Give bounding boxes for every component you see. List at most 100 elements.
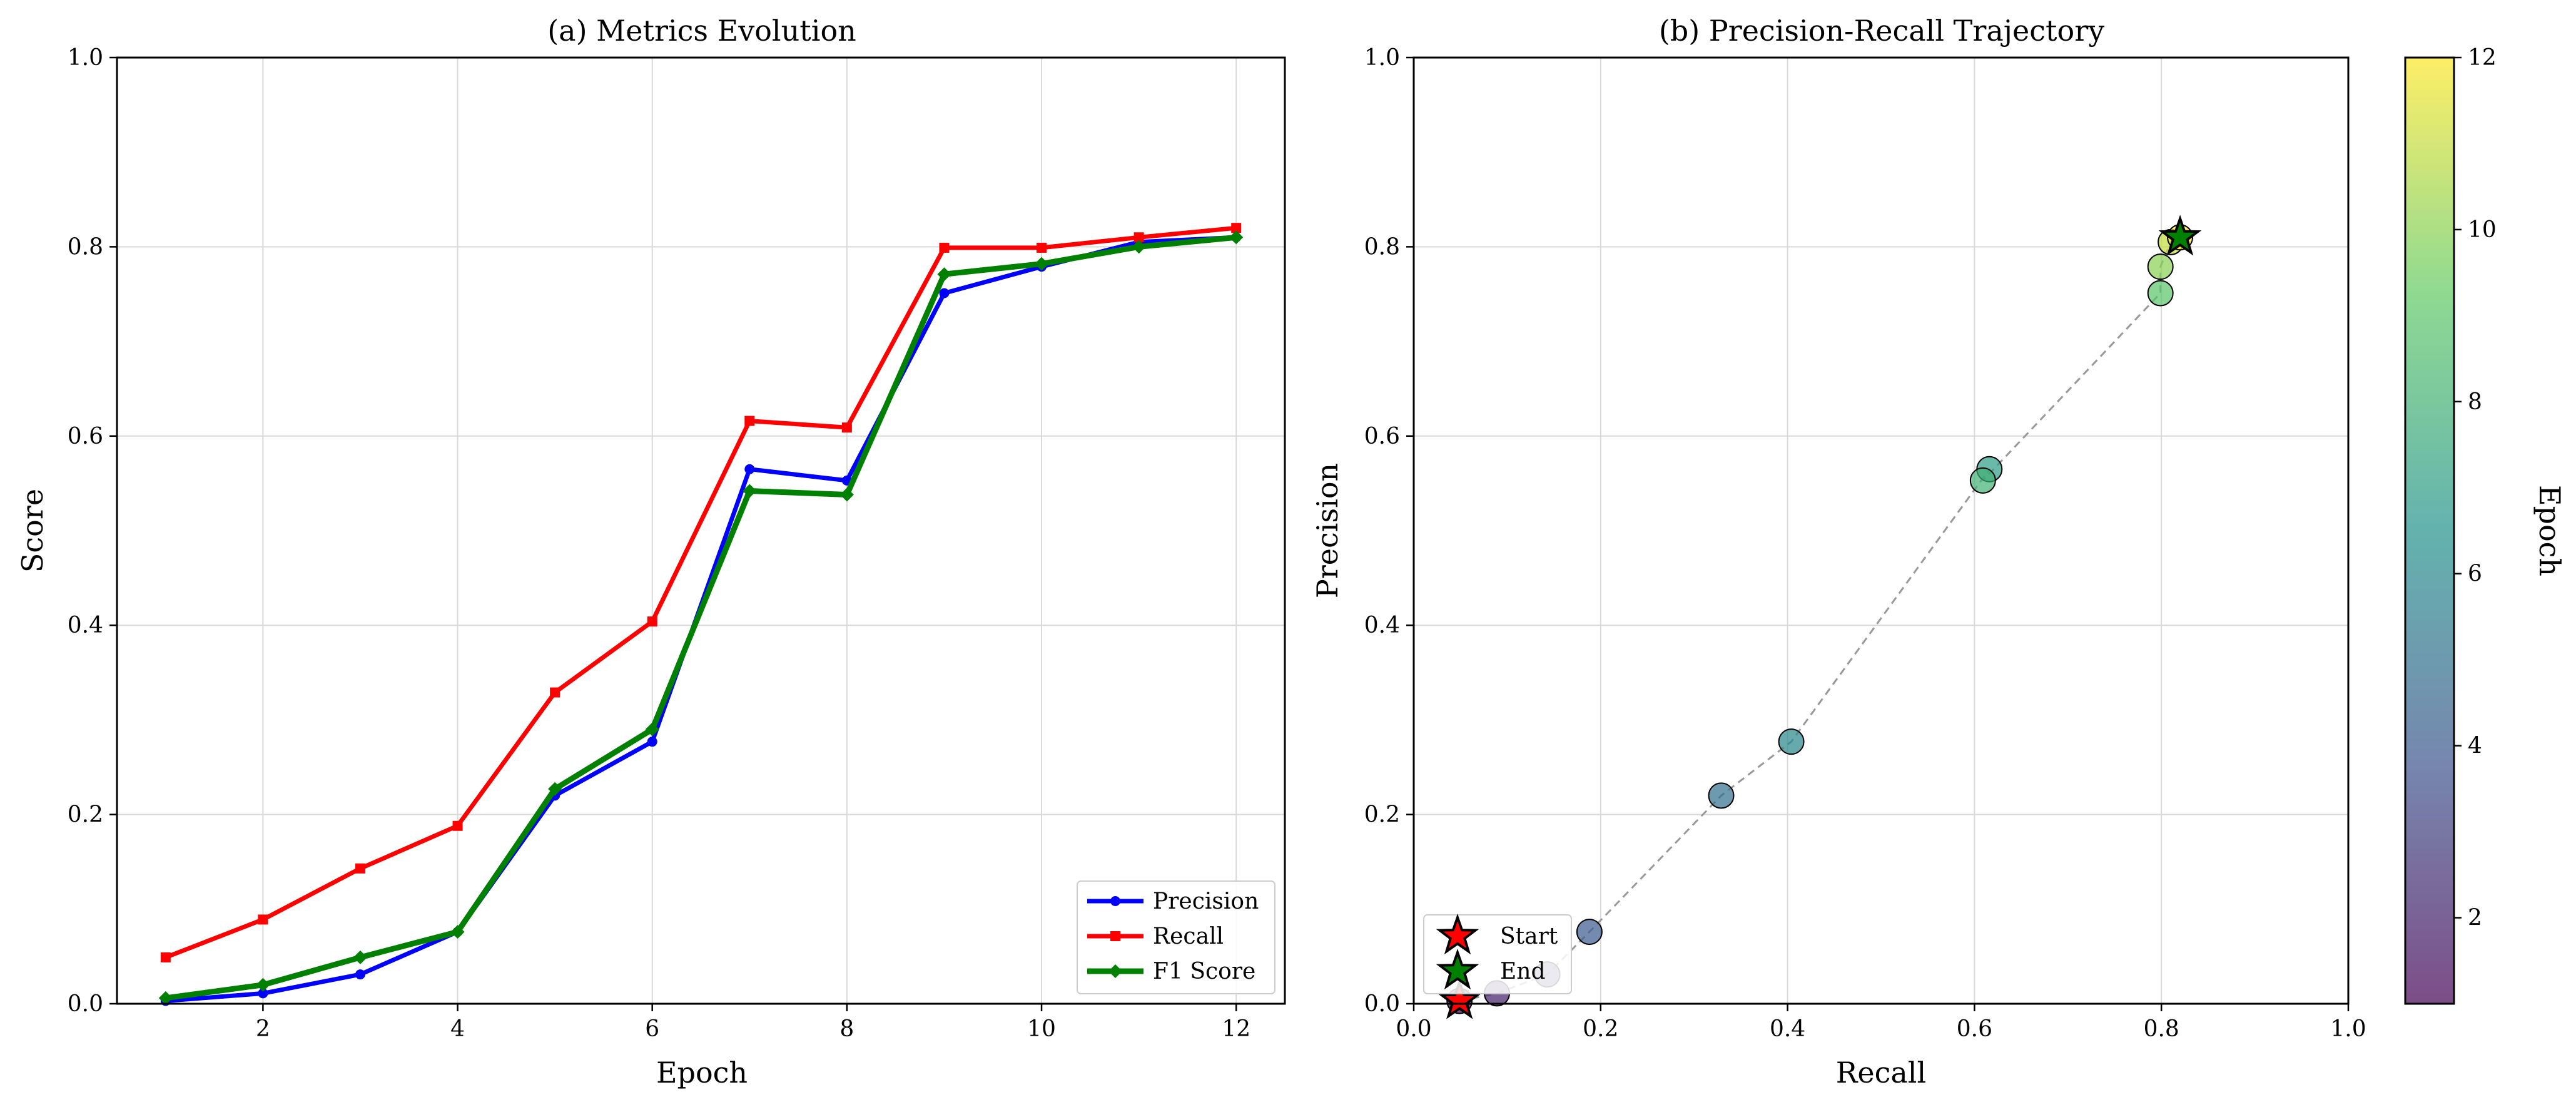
panel-b-title: (b) Precision-Recall Trajectory (1659, 14, 2104, 48)
legend-precision-marker (1110, 896, 1120, 906)
f1-point (743, 484, 757, 498)
trajectory-point (2147, 280, 2174, 307)
legend-end-star-icon (1436, 948, 1479, 990)
panel-a-xlabel: Epoch (656, 1056, 748, 1089)
panel-a-frame (116, 56, 1286, 1005)
legend-start-star-icon (1436, 913, 1479, 955)
precision-point (647, 737, 657, 747)
panel-b-grid (1413, 57, 2349, 1004)
recall-point (355, 863, 365, 874)
x-tick-label: 0.2 (1583, 1016, 1618, 1042)
legend-f1-marker (1108, 964, 1122, 978)
panel-b-points (1446, 224, 2194, 1014)
x-tick-label: 0.0 (1396, 1016, 1431, 1042)
x-tick-label: 10 (1027, 1016, 1056, 1042)
x-tick-label: 0.8 (2144, 1016, 2179, 1042)
y-tick-label: 0.8 (68, 234, 103, 260)
y-tick-label: 0.2 (1364, 802, 1400, 828)
colorbar-label: Epoch (2533, 485, 2567, 576)
f1-point (1035, 257, 1049, 271)
panel-b-ticks: 0.0 0.2 0.4 0.6 0.8 1.0 0.0 0.2 0.4 0.6 0.8 1.0 (1364, 45, 2366, 1042)
precision-point (744, 464, 755, 474)
recall-point (744, 416, 755, 426)
y-tick-label: 0.2 (68, 802, 103, 828)
precision-recall-panel: (b) Precision-Recall Trajectory 0.0 0.2 0.… (1311, 14, 2366, 1089)
recall-point (1231, 223, 1242, 233)
f1-point (158, 991, 173, 1005)
trajectory-point (2147, 253, 2174, 280)
trajectory-point (1778, 728, 1805, 755)
f1-point (548, 782, 562, 796)
x-tick-label: 4 (450, 1016, 465, 1042)
legend-f1-label: F1 Score (1153, 959, 1255, 984)
recall-point (939, 242, 950, 253)
legend-end-label: End (1500, 959, 1546, 984)
recall-point (452, 820, 463, 831)
start-star-icon (1438, 978, 1481, 1019)
y-tick-label: 0.4 (1364, 613, 1400, 638)
panel-a-title: (a) Metrics Evolution (547, 14, 856, 48)
f1-point (450, 925, 465, 939)
panel-a-ticks: 2 4 6 8 10 12 0.0 0.2 0.4 0.6 0.8 1.0 (68, 45, 1250, 1042)
panel-b-legend: Start End (1423, 913, 1572, 994)
recall-point (550, 687, 560, 698)
f1-point (1132, 240, 1146, 254)
f1-point (839, 487, 854, 502)
f1-point (937, 267, 951, 282)
recall-point (1133, 232, 1144, 243)
recall-point (258, 914, 268, 925)
legend-box (1077, 880, 1275, 994)
f1-point (645, 722, 659, 737)
epoch-colorbar: 2 4 6 8 10 12 Epoch (2404, 45, 2567, 1005)
y-tick-label: 0.0 (68, 991, 103, 1017)
y-tick-label: 0.6 (1364, 424, 1400, 449)
legend-recall-marker (1110, 931, 1120, 941)
precision-point (355, 969, 365, 980)
panel-a-legend: Precision Recall F1 Score (1077, 880, 1275, 994)
precision-point (258, 988, 268, 999)
trajectory-point (1969, 467, 1996, 494)
panel-a-series (158, 223, 1244, 1006)
trajectory-line (1459, 236, 2181, 1002)
panel-b-xlabel: Recall (1836, 1056, 1926, 1089)
y-tick-label: 0.0 (1364, 991, 1400, 1017)
trajectory-point (1576, 919, 1603, 946)
recall-point (647, 616, 657, 627)
metrics-evolution-panel: (a) Metrics Evolution 2 4 6 8 10 12 0.0 0.2 0.4 0… (16, 14, 1286, 1089)
legend-recall-label: Recall (1153, 924, 1224, 949)
colorbar-tick-label: 8 (2468, 389, 2482, 415)
f1-point (1229, 230, 1244, 245)
panel-a-ylabel: Score (16, 489, 49, 573)
y-tick-label: 0.4 (68, 613, 103, 638)
colorbar-tick-label: 6 (2468, 561, 2482, 587)
colorbar-tick-label: 12 (2468, 45, 2497, 71)
f1-point (256, 977, 270, 992)
x-tick-label: 8 (839, 1016, 854, 1042)
colorbar-tick-label: 10 (2468, 217, 2497, 243)
recall-point (1037, 242, 1047, 253)
x-tick-label: 1.0 (2330, 1016, 2366, 1042)
panel-b-ylabel: Precision (1311, 463, 1344, 598)
panel-b-start-end-markers (1438, 215, 2202, 1019)
colorbar-tick-label: 4 (2468, 733, 2482, 759)
colorbar-gradient (2404, 56, 2455, 1005)
legend-start-label: Start (1500, 924, 1558, 949)
recall-point (841, 422, 852, 433)
x-tick-label: 0.4 (1770, 1016, 1805, 1042)
y-tick-label: 1.0 (68, 45, 103, 71)
series-line-f1-score (165, 234, 1237, 1001)
panel-a-grid (117, 57, 1285, 1004)
panel-b-frame (1412, 56, 2350, 1005)
colorbar-ticks: 2 4 6 8 10 12 (2454, 45, 2497, 931)
x-tick-label: 2 (256, 1016, 270, 1042)
end-star-icon (2158, 215, 2202, 256)
y-tick-label: 1.0 (1364, 45, 1400, 71)
x-tick-label: 12 (1222, 1016, 1250, 1042)
trajectory-point (1708, 782, 1735, 809)
colorbar-tick-label: 2 (2468, 905, 2482, 931)
x-tick-label: 0.6 (1957, 1016, 1992, 1042)
f1-point (353, 950, 367, 964)
series-line-recall (165, 225, 1237, 960)
y-tick-label: 0.6 (68, 424, 103, 449)
